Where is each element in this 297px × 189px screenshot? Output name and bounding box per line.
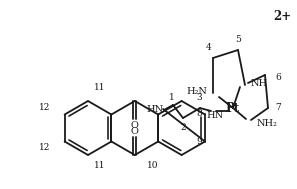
Text: 8: 8 <box>196 108 202 118</box>
Text: 12: 12 <box>39 104 51 112</box>
Text: 3: 3 <box>196 94 202 102</box>
Text: 6: 6 <box>275 73 281 81</box>
Text: 5: 5 <box>235 36 241 44</box>
Text: 10: 10 <box>147 160 159 170</box>
Text: 11: 11 <box>94 84 106 92</box>
Text: 2+: 2+ <box>273 9 291 22</box>
Text: 12: 12 <box>39 143 51 153</box>
Text: NH₂: NH₂ <box>257 119 278 129</box>
Text: NH: NH <box>251 78 268 88</box>
Text: H₂N: H₂N <box>186 88 207 97</box>
Text: 11: 11 <box>94 160 106 170</box>
Text: 9: 9 <box>196 136 202 146</box>
Text: 4: 4 <box>206 43 212 51</box>
Text: O: O <box>131 121 139 129</box>
Text: O: O <box>131 126 139 136</box>
Text: HN: HN <box>146 105 164 114</box>
Text: 7: 7 <box>275 104 281 112</box>
Text: 2: 2 <box>180 123 186 132</box>
Text: 1: 1 <box>169 92 175 101</box>
Text: Pt: Pt <box>226 101 240 115</box>
Text: HN: HN <box>206 112 224 121</box>
